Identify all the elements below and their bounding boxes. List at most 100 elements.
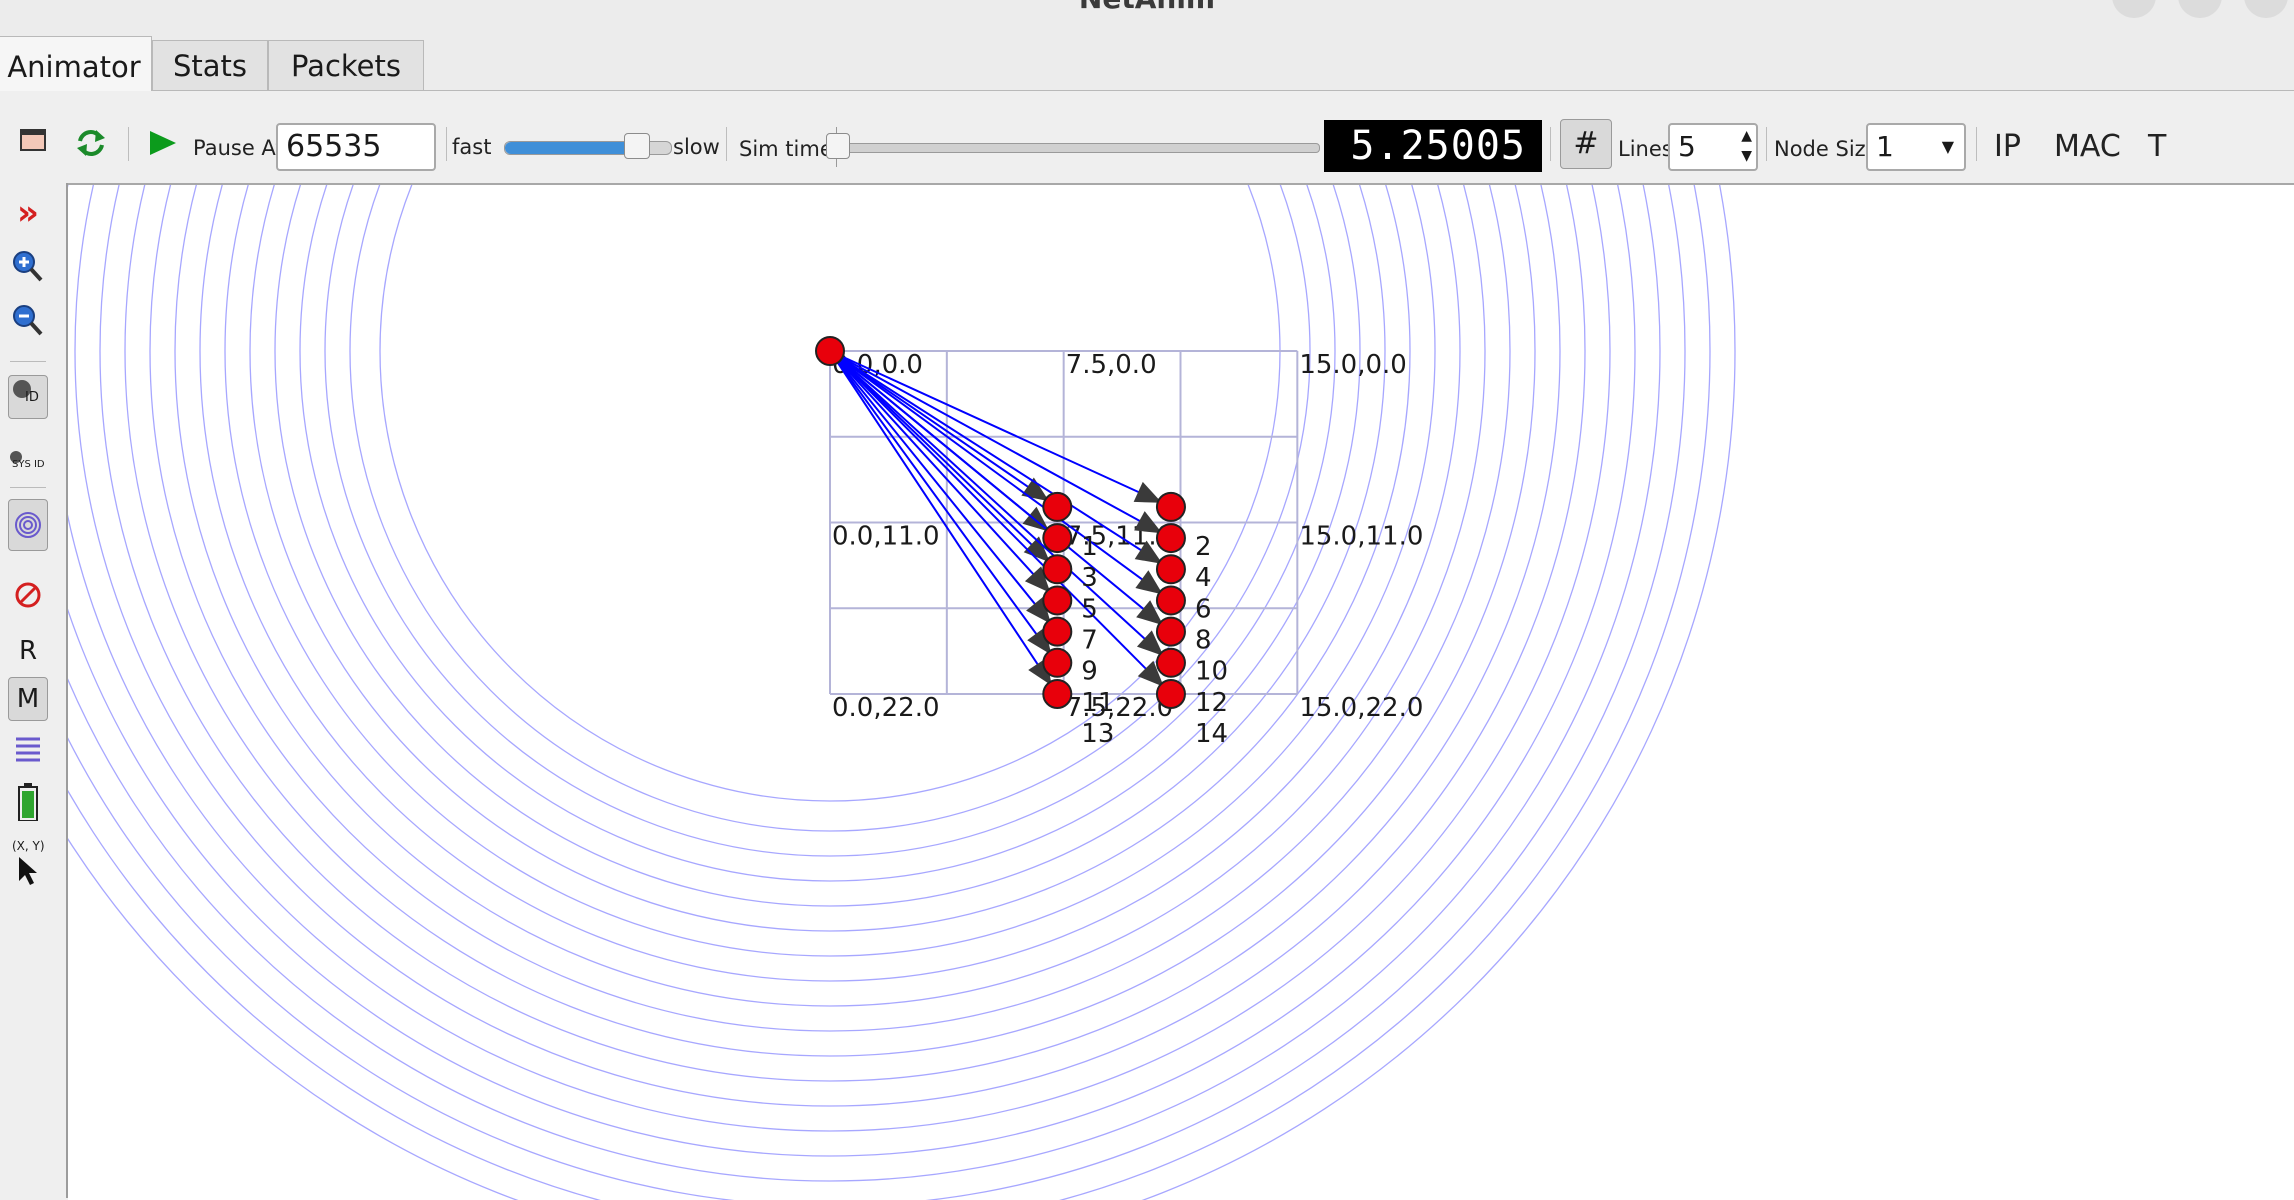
r-button[interactable]: R [18, 636, 38, 666]
slow-label: slow [673, 135, 720, 159]
packet-line [829, 350, 1059, 602]
node [1155, 554, 1186, 585]
node [1155, 647, 1186, 678]
tab-animator[interactable]: Animator [0, 36, 152, 91]
xy-cursor-button[interactable]: (X, Y) [8, 839, 58, 891]
sim-time-label: Sim time [739, 137, 833, 161]
wireless-range-ring [224, 185, 1436, 957]
node-size-label: Node Size [1774, 137, 1879, 161]
show-node-id-button[interactable]: ID [8, 375, 48, 419]
node-id-label: 14 [1195, 719, 1228, 749]
grid-coordinate-label: 7.5,22.0 [1066, 693, 1174, 723]
wireless-spiral-icon [15, 512, 41, 538]
grid-toggle-button[interactable]: # [1560, 119, 1612, 169]
grid-coordinate-label: 0.0,22.0 [832, 693, 940, 723]
packet-line [829, 350, 1172, 571]
wireless-range-ring [68, 185, 1636, 1157]
wireless-range-ring [68, 185, 1711, 1200]
pause-at-input[interactable]: 65535 [276, 123, 436, 171]
toolbar-separator [1976, 127, 1977, 161]
node-id-icon [13, 380, 31, 398]
node-id-label: 2 [1195, 532, 1212, 562]
zoom-out-icon[interactable] [8, 301, 48, 341]
mac-toggle-button[interactable]: MAC [2054, 129, 2121, 164]
play-icon[interactable] [148, 129, 178, 157]
wireless-range-ring [68, 185, 1686, 1200]
node [1155, 523, 1186, 554]
node-id-label: 8 [1195, 625, 1212, 655]
no-symbol-icon[interactable] [8, 575, 48, 615]
tab-packets[interactable]: Packets [268, 40, 424, 90]
close-button[interactable] [2244, 0, 2288, 18]
open-file-icon[interactable] [18, 127, 50, 155]
packet-line [829, 350, 1059, 664]
wireless-range-ring [299, 185, 1361, 882]
tool-separator [10, 487, 46, 488]
maximize-button[interactable] [2178, 0, 2222, 18]
lines-label: Lines [1618, 137, 1673, 161]
grid-coordinate-label: 0.0,11.0 [832, 521, 940, 551]
speed-slider-fill [505, 142, 638, 154]
animation-canvas[interactable]: 0.0,0.07.5,0.015.0,0.00.0,11.07.5,11.015… [68, 183, 2294, 1200]
node [1042, 585, 1073, 616]
wireless-circles-button[interactable] [8, 499, 48, 551]
show-sys-id-button[interactable]: SYS ID [8, 449, 58, 477]
node-id-label: 12 [1195, 688, 1228, 718]
packet-arrowhead [1134, 511, 1163, 534]
node [1042, 491, 1073, 522]
lines-spinbox[interactable]: 5 ▲ ▼ [1668, 123, 1758, 171]
node-id-label: 3 [1081, 563, 1098, 593]
node [1042, 616, 1073, 647]
m-button[interactable]: M [8, 677, 48, 721]
node [1155, 585, 1186, 616]
title-bar: NetAnim [0, 0, 2294, 35]
minimize-button[interactable] [2112, 0, 2156, 18]
sim-time-slider-handle[interactable] [826, 133, 850, 159]
node-id-label: 11 [1081, 688, 1114, 718]
toolbar-separator [726, 127, 727, 161]
battery-icon[interactable] [8, 781, 48, 821]
toolbar-separator [128, 127, 129, 161]
zoom-in-icon[interactable] [8, 247, 48, 287]
spin-up-icon[interactable]: ▲ [1741, 128, 1752, 144]
lines-value: 5 [1678, 130, 1696, 163]
ip-toggle-button[interactable]: IP [1994, 129, 2021, 164]
node [1042, 554, 1073, 585]
node [1155, 616, 1186, 647]
sim-time-display: 5.25005 [1324, 120, 1542, 172]
lines-icon[interactable] [8, 729, 48, 769]
wireless-range-ring [68, 185, 1661, 1182]
spin-down-icon[interactable]: ▼ [1741, 148, 1752, 164]
sim-time-slider-track[interactable] [826, 143, 1320, 153]
wireless-range-ring [68, 185, 1736, 1200]
left-toolbar: » ID SYS ID R M [0, 183, 68, 1198]
wireless-range-ring [68, 185, 1611, 1132]
wireless-range-ring [149, 185, 1511, 1032]
node [1042, 678, 1073, 709]
node [1042, 647, 1073, 678]
toolbar: Pause At 65535 fast slow Sim time 5.2500… [0, 91, 2294, 183]
t-toggle-button[interactable]: T [2148, 129, 2167, 164]
node [1155, 491, 1186, 522]
toolbar-separator [1550, 127, 1551, 161]
packet-arrowhead [1136, 600, 1164, 626]
node-id-label: 13 [1081, 719, 1114, 749]
reload-icon[interactable] [74, 127, 108, 159]
grid-coordinate-label: 15.0,22.0 [1299, 693, 1423, 723]
packet-arrowhead [1135, 570, 1163, 595]
sys-id-label: SYS ID [12, 459, 45, 470]
speed-slider-handle[interactable] [623, 133, 650, 159]
wireless-range-ring [174, 185, 1486, 1007]
window-title: NetAnim [0, 0, 2294, 15]
wireless-range-ring [324, 185, 1336, 857]
packet-arrowhead [1024, 566, 1051, 594]
double-chevron-right-icon[interactable]: » [17, 193, 39, 233]
packet-line [829, 350, 1172, 664]
packet-line [829, 350, 1172, 508]
node-id-label: 1 [1081, 532, 1098, 562]
packet-arrowhead [1134, 540, 1163, 564]
grid-coordinate-label: 7.5,0.0 [1066, 350, 1157, 380]
tab-bar: Animator Stats Packets [0, 34, 2294, 91]
node-size-select[interactable]: 1 ▼ [1866, 123, 1966, 171]
tab-stats[interactable]: Stats [152, 40, 268, 90]
